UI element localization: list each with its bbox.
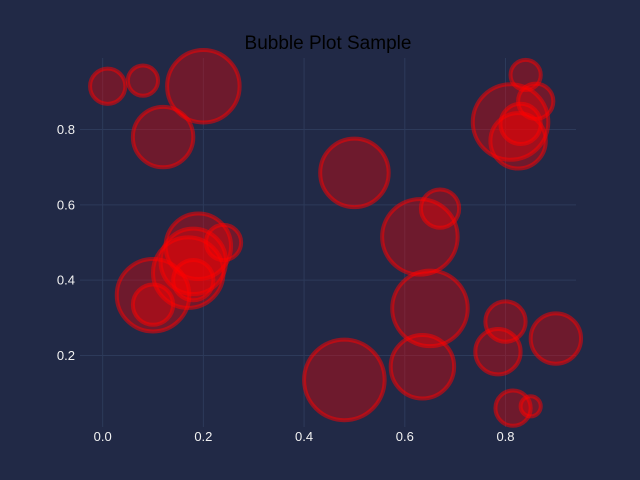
- x-tick-label: 0.0: [94, 429, 112, 444]
- x-tick-label: 0.4: [295, 429, 313, 444]
- bubble-point: [488, 111, 548, 171]
- x-tick-label: 0.2: [194, 429, 212, 444]
- bubble-point: [473, 327, 523, 377]
- y-axis-ticks: 0.2 0.4 0.6 0.8: [57, 122, 75, 363]
- y-tick-label: 0.8: [57, 122, 75, 137]
- bubble-series: [88, 47, 584, 428]
- bubble-point: [130, 282, 176, 327]
- y-tick-label: 0.4: [57, 273, 75, 288]
- x-axis-ticks: 0.0 0.2 0.4 0.6 0.8: [94, 429, 515, 444]
- x-tick-label: 0.6: [396, 429, 414, 444]
- bubble-point: [388, 333, 457, 401]
- bubble-point: [88, 66, 128, 106]
- bubble-point: [171, 258, 216, 303]
- plot-area: [80, 58, 576, 427]
- bubble-point: [302, 337, 387, 423]
- chart-title: Bubble Plot Sample: [245, 33, 412, 54]
- bubble-point: [483, 299, 528, 344]
- bubble-point: [518, 394, 543, 419]
- x-tick-label: 0.8: [496, 429, 514, 444]
- y-tick-label: 0.2: [57, 348, 75, 363]
- bubble-point: [165, 47, 242, 125]
- y-tick-label: 0.6: [57, 197, 75, 212]
- bubble-point: [125, 63, 161, 98]
- bubble-point: [390, 268, 470, 349]
- bubble-point: [380, 197, 460, 277]
- bubble-point: [528, 311, 584, 366]
- bubble-point: [130, 104, 196, 170]
- bubble-point: [318, 136, 391, 210]
